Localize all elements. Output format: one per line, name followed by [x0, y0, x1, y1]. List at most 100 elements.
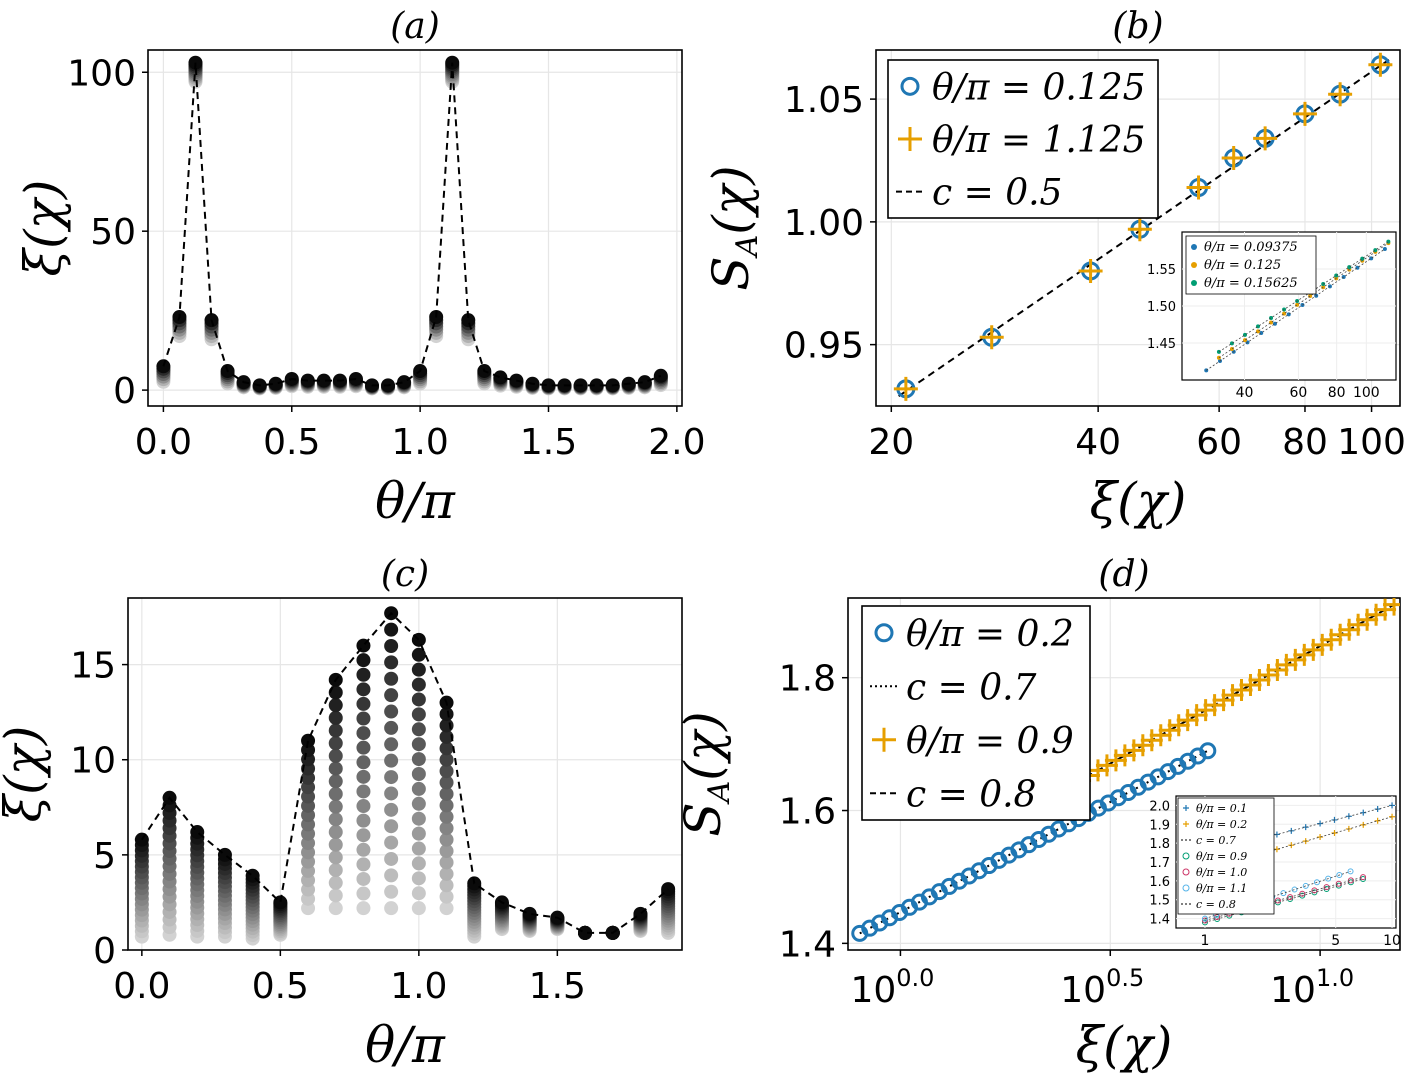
- x-tick-label: 1.0: [390, 966, 447, 1007]
- y-tick-label: 5: [93, 836, 116, 877]
- data-point-09: [1131, 734, 1154, 757]
- data-point: [411, 886, 426, 901]
- inset-point: [1311, 889, 1318, 896]
- fit-line-c-0.8: [1043, 603, 1395, 802]
- data-point: [439, 889, 454, 904]
- x-tick-label: 101.0: [1270, 964, 1354, 1011]
- y-axis-label: ξ(χ): [0, 726, 52, 823]
- data-point: [439, 878, 454, 893]
- data-point-09: [1194, 699, 1217, 722]
- data-point: [411, 841, 426, 856]
- panel-c: 0.0 0.5 1.0 1.5 0 5 10 15 (c) θ/π ξ(χ): [0, 554, 683, 1074]
- x-tick-label: 0.5: [263, 422, 320, 463]
- inset-y-tick-label: 1.6: [1149, 875, 1170, 890]
- data-point: [328, 736, 343, 751]
- inset-legend-label: θ/π = 0.09375: [1204, 240, 1298, 255]
- data-point-09: [1338, 618, 1361, 641]
- inset-point: [1242, 332, 1247, 337]
- data-point: [461, 313, 476, 328]
- data-point: [328, 698, 343, 713]
- y-tick-label: 1.8: [779, 659, 836, 700]
- data-point-09: [1356, 608, 1379, 631]
- data-point: [384, 671, 399, 686]
- data-point: [578, 925, 593, 940]
- legend: θ/π = 0.2 c = 0.7 θ/π = 0.9 c = 0.8: [861, 605, 1091, 821]
- data-point: [637, 375, 652, 390]
- data-point-09: [1167, 714, 1190, 737]
- inset-legend-label: θ/π = 0.15625: [1204, 276, 1298, 291]
- inset-point: [1360, 874, 1367, 881]
- inset-point: [1347, 868, 1354, 875]
- data-point: [328, 825, 343, 840]
- inset-legend-label: θ/π = 0.9: [1196, 850, 1247, 863]
- data-point: [411, 856, 426, 871]
- data-point-09: [1293, 643, 1316, 666]
- data-point: [356, 842, 371, 857]
- legend: θ/π = 0.125 θ/π = 1.125 c = 0.5: [887, 59, 1159, 219]
- inset-point: [1325, 875, 1332, 882]
- data-point: [356, 653, 371, 668]
- data-point-09: [1320, 628, 1343, 651]
- y-tick-label: 0.95: [784, 326, 864, 367]
- inset-point: [1317, 820, 1324, 827]
- inset-point: [1269, 315, 1274, 320]
- inset-fit-line: [1204, 876, 1364, 921]
- data-point-09: [1347, 613, 1370, 636]
- inset-x-tick-label: 5: [1331, 933, 1340, 949]
- data-point: [328, 875, 343, 890]
- inset-point: [1360, 256, 1365, 261]
- data-point: [384, 638, 399, 653]
- data-point: [356, 696, 371, 711]
- y-axis-label: ξ(χ): [14, 180, 72, 277]
- data-point: [356, 857, 371, 872]
- inset-legend-label: c = 0.7: [1196, 834, 1236, 847]
- data-point: [411, 677, 426, 692]
- inset-point: [1347, 877, 1354, 884]
- inset-y-tick-label: 1.45: [1147, 337, 1176, 352]
- data-point: [439, 821, 454, 836]
- inset-point: [1287, 894, 1294, 901]
- inset-point: [1280, 890, 1287, 897]
- inset-point: [1347, 265, 1352, 270]
- x-tick-label: 20: [868, 422, 914, 463]
- inset-point: [1374, 817, 1381, 824]
- inset-x-tick-label: 1: [1201, 933, 1210, 949]
- data-point: [439, 809, 454, 824]
- data-point: [411, 707, 426, 722]
- data-point-02: [1199, 742, 1217, 760]
- data-point: [411, 722, 426, 737]
- data-point-1125: [1328, 82, 1353, 107]
- data-point: [328, 863, 343, 878]
- data-point-09: [1257, 663, 1280, 686]
- legend-label: c = 0.8: [906, 774, 1036, 815]
- inset-point: [1302, 882, 1309, 889]
- data-point: [384, 868, 399, 883]
- data-point: [328, 812, 343, 827]
- data-point: [541, 378, 556, 393]
- data-point: [384, 819, 399, 834]
- inset-point: [1335, 882, 1342, 889]
- panel-title: (d): [1098, 554, 1149, 595]
- data-point: [384, 704, 399, 719]
- x-axis-label: θ/π: [375, 472, 456, 530]
- inset-y-tick-label: 2.0: [1149, 799, 1170, 814]
- data-point: [301, 733, 316, 748]
- plot-frame: [875, 49, 1401, 407]
- data-point: [328, 761, 343, 776]
- inset-point: [1229, 341, 1234, 346]
- data-point: [356, 886, 371, 901]
- data-point: [439, 844, 454, 859]
- data-point: [384, 688, 399, 703]
- x-tick-label: 2.0: [648, 422, 705, 463]
- data-point-09: [1149, 724, 1172, 747]
- inset-y-tick-label: 1.8: [1149, 837, 1170, 852]
- inset-point: [1214, 916, 1221, 923]
- data-point-1125: [1292, 101, 1317, 126]
- inset-legend-box: [1185, 235, 1317, 295]
- x-tick-label: 0.0: [113, 966, 170, 1007]
- data-point: [356, 755, 371, 770]
- inset-point: [1323, 884, 1330, 891]
- inset-point: [1273, 846, 1280, 853]
- data-point: [356, 740, 371, 755]
